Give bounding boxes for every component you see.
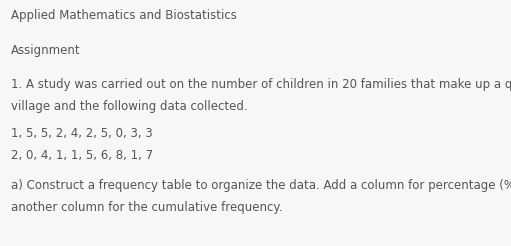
Text: Applied Mathematics and Biostatistics: Applied Mathematics and Biostatistics [11,9,237,22]
Text: Assignment: Assignment [11,44,81,57]
Text: village and the following data collected.: village and the following data collected… [11,100,248,113]
Text: 2, 0, 4, 1, 1, 5, 6, 8, 1, 7: 2, 0, 4, 1, 1, 5, 6, 8, 1, 7 [11,149,153,162]
Text: another column for the cumulative frequency.: another column for the cumulative freque… [11,201,283,214]
Text: a) Construct a frequency table to organize the data. Add a column for percentage: a) Construct a frequency table to organi… [11,179,511,192]
Text: 1, 5, 5, 2, 4, 2, 5, 0, 3, 3: 1, 5, 5, 2, 4, 2, 5, 0, 3, 3 [11,127,153,140]
Text: 1. A study was carried out on the number of children in 20 families that make up: 1. A study was carried out on the number… [11,78,511,91]
